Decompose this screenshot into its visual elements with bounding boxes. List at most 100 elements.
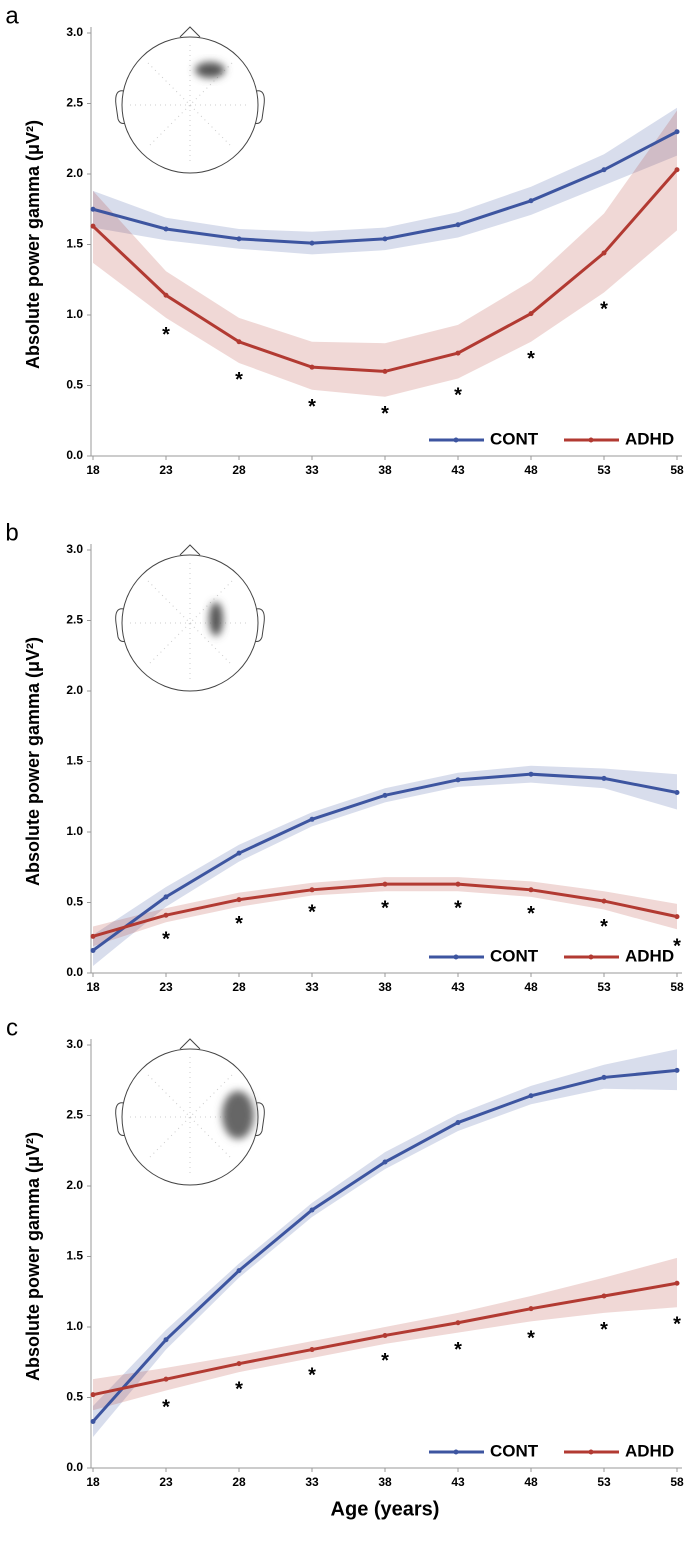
point: [674, 167, 680, 173]
point: [90, 223, 96, 229]
y-tick-label: 2.5: [66, 1108, 83, 1122]
point: [309, 364, 315, 370]
point: [674, 790, 680, 796]
legend-dot: [588, 1449, 594, 1455]
significance-marker: *: [308, 1364, 316, 1386]
head-map-b: [115, 544, 265, 692]
significance-marker: *: [600, 916, 608, 938]
x-tick-label: 58: [670, 463, 684, 477]
y-tick-label: 1.5: [66, 237, 83, 251]
point: [674, 1067, 680, 1073]
legend-label: CONT: [490, 946, 539, 965]
point: [90, 947, 96, 953]
point: [236, 850, 242, 856]
confidence-band: [93, 107, 677, 255]
point: [528, 1306, 534, 1312]
x-tick-label: 38: [378, 980, 392, 994]
point: [601, 1293, 607, 1299]
confidence-band: [93, 110, 677, 397]
y-tick-label: 2.0: [66, 1178, 83, 1192]
x-tick-label: 28: [232, 1475, 246, 1489]
y-tick-label: 0.5: [66, 1390, 83, 1404]
point: [382, 792, 388, 798]
confidence-band: [93, 877, 677, 947]
significance-marker: *: [673, 1314, 681, 1336]
x-tick-label: 23: [159, 463, 173, 477]
point: [163, 894, 169, 900]
x-tick-label: 43: [451, 1475, 465, 1489]
point: [601, 167, 607, 173]
point: [163, 226, 169, 232]
point: [90, 206, 96, 212]
point: [163, 292, 169, 298]
x-tick-label: 18: [86, 463, 100, 477]
point: [528, 887, 534, 893]
point: [90, 1418, 96, 1424]
x-tick-label: 58: [670, 1475, 684, 1489]
significance-marker: *: [308, 396, 316, 418]
point: [163, 1337, 169, 1343]
point: [309, 240, 315, 246]
y-tick-label: 2.5: [66, 613, 83, 627]
significance-marker: *: [673, 936, 681, 958]
point: [382, 881, 388, 887]
point: [309, 1207, 315, 1213]
x-tick-label: 18: [86, 1475, 100, 1489]
point: [382, 368, 388, 374]
significance-marker: *: [454, 1339, 462, 1361]
significance-marker: *: [600, 299, 608, 321]
x-tick-label: 43: [451, 980, 465, 994]
significance-marker: *: [162, 1397, 170, 1419]
x-tick-label: 18: [86, 980, 100, 994]
point: [90, 933, 96, 939]
point: [601, 250, 607, 256]
x-tick-label: 48: [524, 463, 538, 477]
y-tick-label: 0.0: [66, 1460, 83, 1474]
y-tick-label: 0.0: [66, 965, 83, 979]
y-tick-label: 2.0: [66, 683, 83, 697]
point: [528, 311, 534, 317]
point: [236, 1268, 242, 1274]
x-tick-label: 48: [524, 980, 538, 994]
y-axis-label: Absolute power gamma (μV²): [23, 1132, 43, 1381]
point: [528, 771, 534, 777]
point: [382, 1159, 388, 1165]
point: [236, 236, 242, 242]
y-tick-label: 0.0: [66, 448, 83, 462]
legend-label: CONT: [490, 1441, 539, 1460]
point: [382, 236, 388, 242]
legend-dot: [588, 437, 594, 443]
x-tick-label: 38: [378, 463, 392, 477]
x-tick-label: 28: [232, 463, 246, 477]
point: [674, 914, 680, 920]
significance-marker: *: [162, 929, 170, 951]
point: [455, 1120, 461, 1126]
significance-marker: *: [235, 369, 243, 391]
significance-marker: *: [454, 385, 462, 407]
point: [236, 1361, 242, 1367]
y-axis-label: Absolute power gamma (μV²): [23, 637, 43, 886]
point: [163, 912, 169, 918]
point: [455, 222, 461, 228]
panel: b Absolute power gamma (μV²) 0.0 0.5 1.0 1.5 2…: [5, 519, 684, 994]
y-tick-label: 3.0: [66, 542, 83, 556]
confidence-band: [93, 765, 677, 966]
confidence-band: [93, 1049, 677, 1437]
y-tick-label: 3.0: [66, 25, 83, 39]
significance-marker: *: [381, 1350, 389, 1372]
point: [309, 1347, 315, 1353]
point: [163, 1376, 169, 1382]
x-tick-label: 38: [378, 1475, 392, 1489]
point: [90, 1392, 96, 1398]
x-tick-label: 53: [597, 1475, 611, 1489]
point: [601, 775, 607, 781]
legend-dot: [453, 437, 459, 443]
point: [309, 816, 315, 822]
y-tick-label: 1.0: [66, 824, 83, 838]
x-tick-label: 43: [451, 463, 465, 477]
point: [601, 898, 607, 904]
y-tick-label: 1.0: [66, 1319, 83, 1333]
point: [309, 887, 315, 893]
significance-marker: *: [381, 898, 389, 920]
